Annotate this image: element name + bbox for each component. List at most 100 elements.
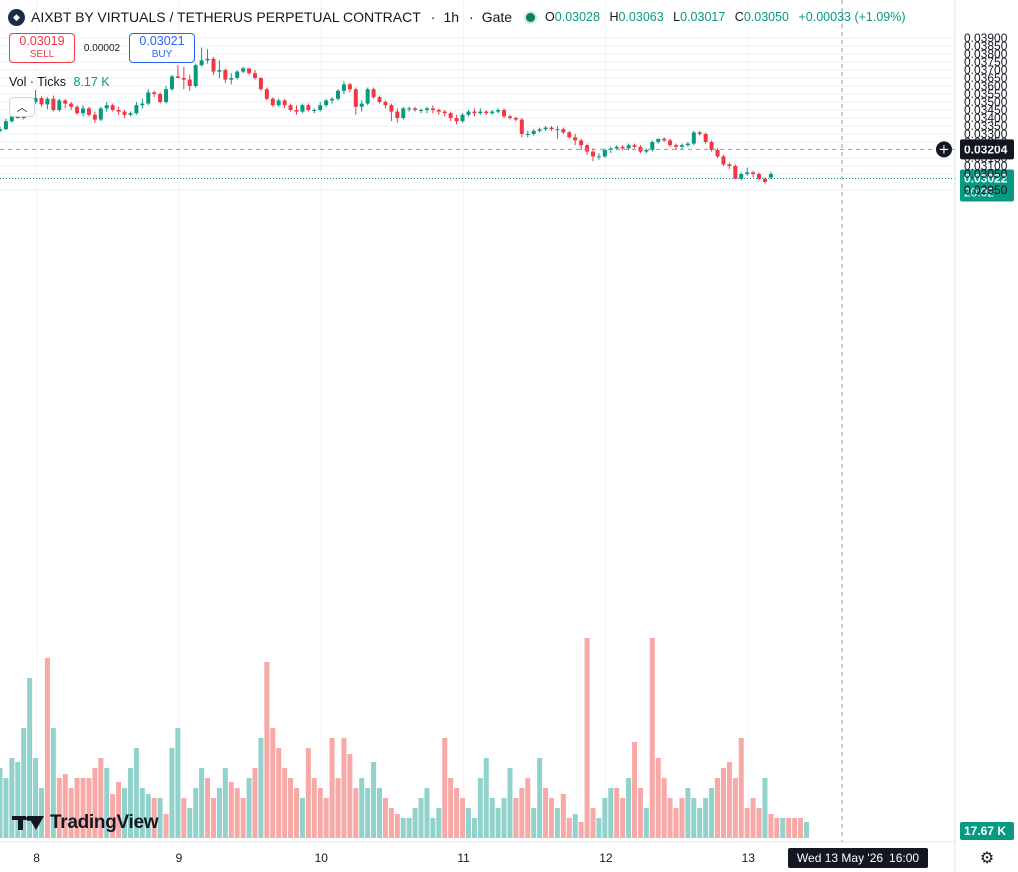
buy-price: 0.03021 [139,34,185,48]
candle-body [679,145,684,147]
symbol-logo-icon[interactable]: ◆ [8,8,25,26]
volume-bar [792,818,798,838]
symbol-name[interactable]: AIXBT BY VIRTUALS / TETHERUS PERPETUAL C… [31,9,421,25]
candle-body [193,65,198,86]
last-price-label: 0.03022 [964,171,1008,185]
candle-body [745,172,750,174]
price-tick-label: 0.03450 [964,103,1008,117]
volume-bar [744,808,750,838]
tradingview-logo[interactable]: TradingView [12,812,159,834]
trade-panel: 0.03019 SELL 0.00002 0.03021 BUY [9,33,195,63]
candle-body [140,103,145,106]
candle-body [727,164,732,166]
separator: · [430,9,436,25]
exchange-label[interactable]: Gate [481,9,513,25]
volume-bar [548,798,554,838]
candle-body [531,130,536,134]
volume-bar [104,768,110,838]
price-tick-label: 0.03050 [964,167,1008,181]
candle-body [620,146,625,149]
volume-bar [418,798,424,838]
sell-button[interactable]: 0.03019 SELL [9,33,75,63]
candle-body [164,89,169,102]
date-tick-label: 13 [742,851,756,865]
volume-bar [720,768,726,838]
volume-bar [400,818,406,838]
candlesticks [0,47,773,184]
volume-bar [371,762,377,838]
candle-body [258,78,263,90]
buy-button[interactable]: 0.03021 BUY [129,33,195,63]
candle-body [602,150,607,157]
collapse-legend-button[interactable]: ︿ [9,97,35,117]
candle-body [33,98,38,102]
candle-body [75,106,80,114]
candle-body [762,178,767,182]
candle-body [45,98,50,105]
candle-body [585,145,590,152]
candle-body [389,105,394,112]
volume-bar [151,798,157,838]
market-status-icon[interactable] [524,10,538,24]
volume-bar [15,762,21,838]
candle-body [134,105,139,114]
volume-bar [430,818,436,838]
volume-bar [513,798,519,838]
change-value: +0.00033 (+1.09%) [798,10,906,24]
sell-label: SELL [29,49,55,60]
candle-body [371,89,376,98]
settings-gear-icon[interactable]: ⚙ [979,850,995,867]
candle-body [567,132,572,138]
candle-body [555,129,560,131]
volume-bar [578,822,584,838]
volume-bar [145,794,151,838]
volume-bar [288,778,294,838]
volume-bar [525,778,531,838]
candle-body [86,108,91,115]
volume-bar [798,818,804,838]
candle-body [715,150,720,157]
price-tick-label: 0.03100 [964,159,1008,173]
candle-body [721,156,726,165]
candle-body [614,146,619,149]
price-tick-label: 0.03600 [964,79,1008,93]
candle-body [768,174,773,178]
volume-bar [679,798,685,838]
interval-label[interactable]: 1h [443,9,460,25]
price-tick-label: 0.03250 [964,135,1008,149]
volume-bar [0,768,3,838]
candle-body [448,113,453,118]
candle-body [454,118,459,122]
volume-bar [465,808,471,838]
candle-body [442,111,447,114]
volume-legend[interactable]: Vol · Ticks 8.17 K [9,75,110,89]
price-tick-label: 0.03800 [964,47,1008,61]
volume-bar [110,794,116,838]
volume-bar [750,798,756,838]
candle-body [158,94,163,102]
volume-bar [786,818,792,838]
price-tick-label: 0.03400 [964,111,1008,125]
candle-body [347,84,352,90]
price-tick-label: 0.03150 [964,151,1008,165]
candle-body [235,71,240,78]
volume-bar [501,798,507,838]
candle-body [591,151,595,157]
candle-body [383,102,388,106]
candle-body [691,132,696,144]
volume-bar [199,768,205,838]
volume-bar [460,798,466,838]
candle-body [211,58,216,72]
volume-bar [216,788,222,838]
volume-bar [323,798,329,838]
candle-body [632,145,637,147]
date-tick-label: 8 [33,851,40,865]
volume-bar [122,788,128,838]
candle-body [685,143,690,146]
candle-body [51,98,56,110]
volume-bar [709,788,715,838]
tradingview-mark-icon [12,813,44,833]
volume-bar [127,768,133,838]
